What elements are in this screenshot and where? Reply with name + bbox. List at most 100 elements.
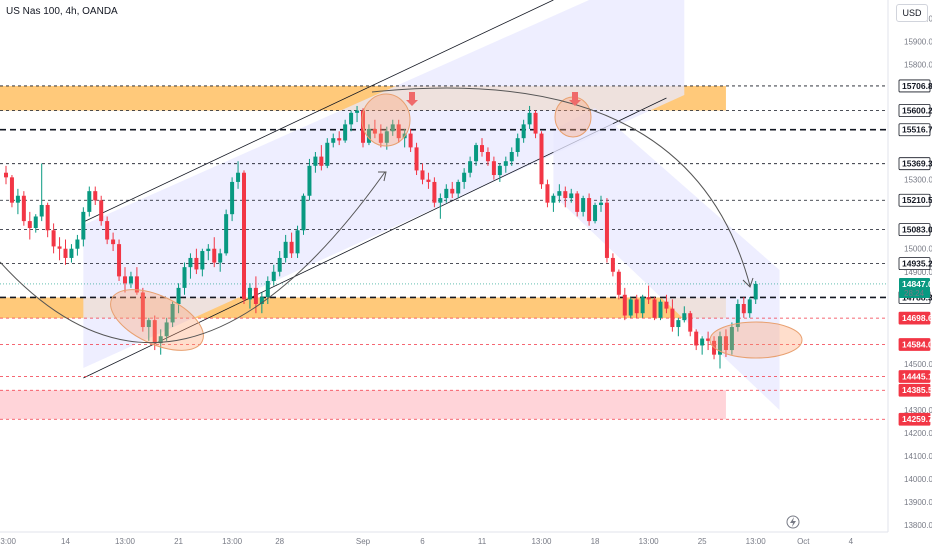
candle-body xyxy=(539,133,544,185)
candle-body xyxy=(117,244,122,277)
highlight-ellipse xyxy=(361,93,411,147)
time-tick-label: 13:00 xyxy=(639,537,660,546)
time-tick-label: Oct xyxy=(797,537,810,546)
price-level-tag xyxy=(898,338,931,351)
candle-body xyxy=(670,308,675,328)
candle-body xyxy=(277,257,282,272)
candle-body xyxy=(575,193,580,212)
time-tick-label: 14 xyxy=(61,537,70,546)
candle-body xyxy=(69,248,74,258)
candle-body xyxy=(581,198,586,212)
highlight-ellipse xyxy=(110,289,204,351)
candle-body xyxy=(753,283,758,300)
price-tick-label: 13900.0 xyxy=(904,498,932,507)
candle-body xyxy=(527,112,532,125)
candle-body xyxy=(456,181,461,194)
candle-body xyxy=(491,161,496,176)
candle-body xyxy=(337,138,342,141)
candle-body xyxy=(503,161,508,166)
candle-body xyxy=(313,156,318,166)
symbol-title: US Nas 100, 4h, OANDA xyxy=(6,6,118,17)
price-level-tag xyxy=(898,223,931,237)
current-price-tag xyxy=(899,277,930,298)
price-tick-label: 14200.0 xyxy=(904,429,932,438)
candle-body xyxy=(75,239,80,249)
candle-body xyxy=(271,271,276,281)
candle-body xyxy=(426,179,431,182)
price-level-tag xyxy=(898,104,931,117)
candle-body xyxy=(432,181,437,203)
time-tick-label: 13:00 xyxy=(531,537,552,546)
price-level-tag xyxy=(898,383,931,397)
candle-body xyxy=(658,301,663,318)
candle-body xyxy=(331,138,336,143)
candle-body xyxy=(9,177,14,203)
candle-body xyxy=(343,124,348,141)
candle-body xyxy=(706,338,711,341)
candle-body xyxy=(247,287,252,300)
price-level-tag xyxy=(898,412,931,426)
candle-body xyxy=(700,338,705,346)
highlight-ellipse xyxy=(709,321,803,359)
price-tick-label: 15000.0 xyxy=(904,245,932,254)
price-tick-label: 14100.0 xyxy=(904,452,932,461)
candle-body xyxy=(170,304,175,323)
price-tick-label: 15800.0 xyxy=(904,60,932,69)
candle-body xyxy=(396,124,401,139)
candle-body xyxy=(741,304,746,314)
time-tick-label: 13:00 xyxy=(746,537,767,546)
candle-body xyxy=(21,195,26,222)
price-axis: 13800.0 13900.0 14000.0 14100.0 14200.0 14300… xyxy=(887,0,932,532)
price-level-label: 14935.2 xyxy=(902,259,932,269)
candle-body xyxy=(593,204,598,222)
candle-body xyxy=(265,280,270,298)
candle-body xyxy=(152,320,157,344)
candle-body xyxy=(123,276,127,284)
time-tick-label: 13:00 xyxy=(0,537,17,546)
candle-body xyxy=(628,299,633,316)
candle-body xyxy=(468,161,473,173)
candle-body xyxy=(545,184,550,203)
time-tick-label: 11 xyxy=(478,537,487,546)
arrow-head xyxy=(378,171,387,182)
candle-body xyxy=(408,133,413,148)
candle-body xyxy=(450,188,455,194)
price-level-label: 15600.2 xyxy=(902,105,932,115)
price-tick-label: 14000.0 xyxy=(904,475,932,484)
candle-body xyxy=(63,248,68,258)
candle-body xyxy=(81,211,86,240)
candle-body xyxy=(616,271,621,295)
candle-body xyxy=(140,292,145,328)
rising-channel xyxy=(83,0,685,368)
time-tick-label: 4 xyxy=(849,537,854,546)
candle-body xyxy=(569,193,574,199)
price-tick-label: 14300.0 xyxy=(904,406,932,415)
candle-body xyxy=(735,304,740,328)
candle-body xyxy=(188,257,193,268)
price-level-label: 15083.0 xyxy=(902,225,932,235)
candle-body xyxy=(295,230,300,254)
price-tick-label: 14900.0 xyxy=(904,268,932,277)
time-tick-label: Sep xyxy=(356,537,371,546)
currency-badge[interactable]: USD xyxy=(896,4,928,22)
curve-arrow-up xyxy=(0,171,386,344)
price-level-tag xyxy=(898,370,931,383)
candle-body xyxy=(640,297,645,314)
candle-body xyxy=(604,202,609,258)
time-tick-label: 21 xyxy=(174,537,183,546)
candle-body xyxy=(289,241,294,254)
lightning-icon[interactable] xyxy=(786,515,800,529)
candle-body xyxy=(51,230,56,247)
candle-body xyxy=(515,138,520,152)
candle-body xyxy=(682,313,687,321)
candle-body xyxy=(622,294,627,316)
candle-body xyxy=(176,287,181,304)
time-tick-label: 28 xyxy=(275,537,284,546)
candle-body xyxy=(158,336,163,344)
candle-body xyxy=(253,287,258,304)
candle-body xyxy=(111,239,116,245)
price-tick-label: 14500.0 xyxy=(904,360,932,369)
candle-body xyxy=(45,204,50,231)
